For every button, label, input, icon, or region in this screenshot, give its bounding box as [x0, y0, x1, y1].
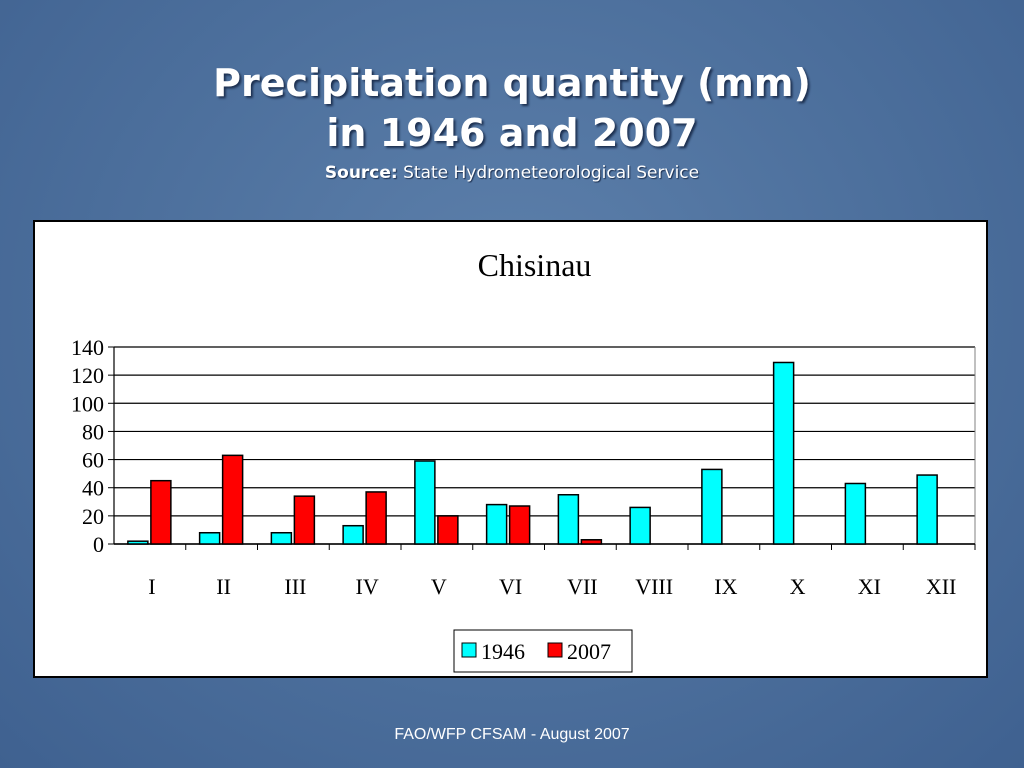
slide-title-line2: in 1946 and 2007	[326, 111, 698, 155]
bar-2007-I	[150, 479, 172, 545]
bar-1946-IV	[342, 524, 364, 545]
bar-1946-III	[270, 531, 293, 545]
bar-2007-IV	[365, 491, 387, 545]
bar-1946-XII	[916, 474, 938, 545]
y-tick-label: 40	[82, 476, 104, 501]
y-tick-label: 0	[93, 532, 104, 557]
bar-1946-I	[127, 540, 149, 545]
slide-title-line1: Precipitation quantity (mm)	[213, 61, 811, 105]
legend-label-2007: 2007	[567, 639, 611, 664]
bar-1946-VII	[557, 494, 580, 545]
slide-title: Precipitation quantity (mm) in 1946 and …	[0, 58, 1024, 158]
slide-footer: FAO/WFP CFSAM - August 2007	[394, 726, 630, 743]
legend-box	[453, 629, 633, 673]
bar-1946-II	[198, 531, 221, 545]
x-tick-label: VII	[567, 574, 598, 599]
x-tick-label: VI	[499, 574, 522, 599]
source-line: Source: State Hydrometeorological Servic…	[0, 163, 1024, 183]
bar-2007-VI	[508, 505, 531, 545]
x-tick-label: X	[790, 574, 806, 599]
bar-1946-VIII	[629, 506, 651, 545]
chart-panel: Chisinau 0 20 40 60 80 100 120 140 I II III IV V VI VII…	[33, 220, 988, 678]
bar-2007-III	[293, 495, 316, 545]
y-tick-label: 100	[71, 391, 104, 416]
y-tick-label: 20	[82, 504, 104, 529]
bar-2007-II	[221, 454, 244, 545]
x-tick-label: VIII	[635, 574, 673, 599]
bar-1946-XI	[844, 482, 867, 545]
x-tick-label: IV	[356, 574, 379, 599]
x-tick-label: XI	[858, 574, 881, 599]
x-tick-label: II	[216, 574, 231, 599]
bar-1946-X	[772, 361, 795, 545]
legend-swatch-1946	[461, 642, 477, 658]
y-tick-label: 60	[82, 448, 104, 473]
x-tick-label: V	[431, 574, 447, 599]
source-text: State Hydrometeorological Service	[403, 163, 700, 183]
y-tick-label: 140	[71, 335, 104, 360]
y-tick-label: 120	[71, 363, 104, 388]
x-tick-label: IX	[714, 574, 737, 599]
x-tick-label: XII	[926, 574, 957, 599]
bar-2007-VII	[580, 539, 603, 545]
legend-label-1946: 1946	[481, 639, 525, 664]
bar-1946-IX	[701, 468, 723, 545]
bar-1946-VI	[485, 503, 508, 545]
x-tick-label: I	[148, 574, 155, 599]
x-tick-label: III	[284, 574, 306, 599]
bar-2007-V	[437, 515, 459, 545]
chart-title: Chisinau	[478, 247, 592, 283]
source-label: Source:	[324, 163, 398, 183]
legend-swatch-2007	[547, 642, 563, 658]
bar-1946-V	[414, 460, 436, 545]
y-tick-label: 80	[82, 419, 104, 444]
